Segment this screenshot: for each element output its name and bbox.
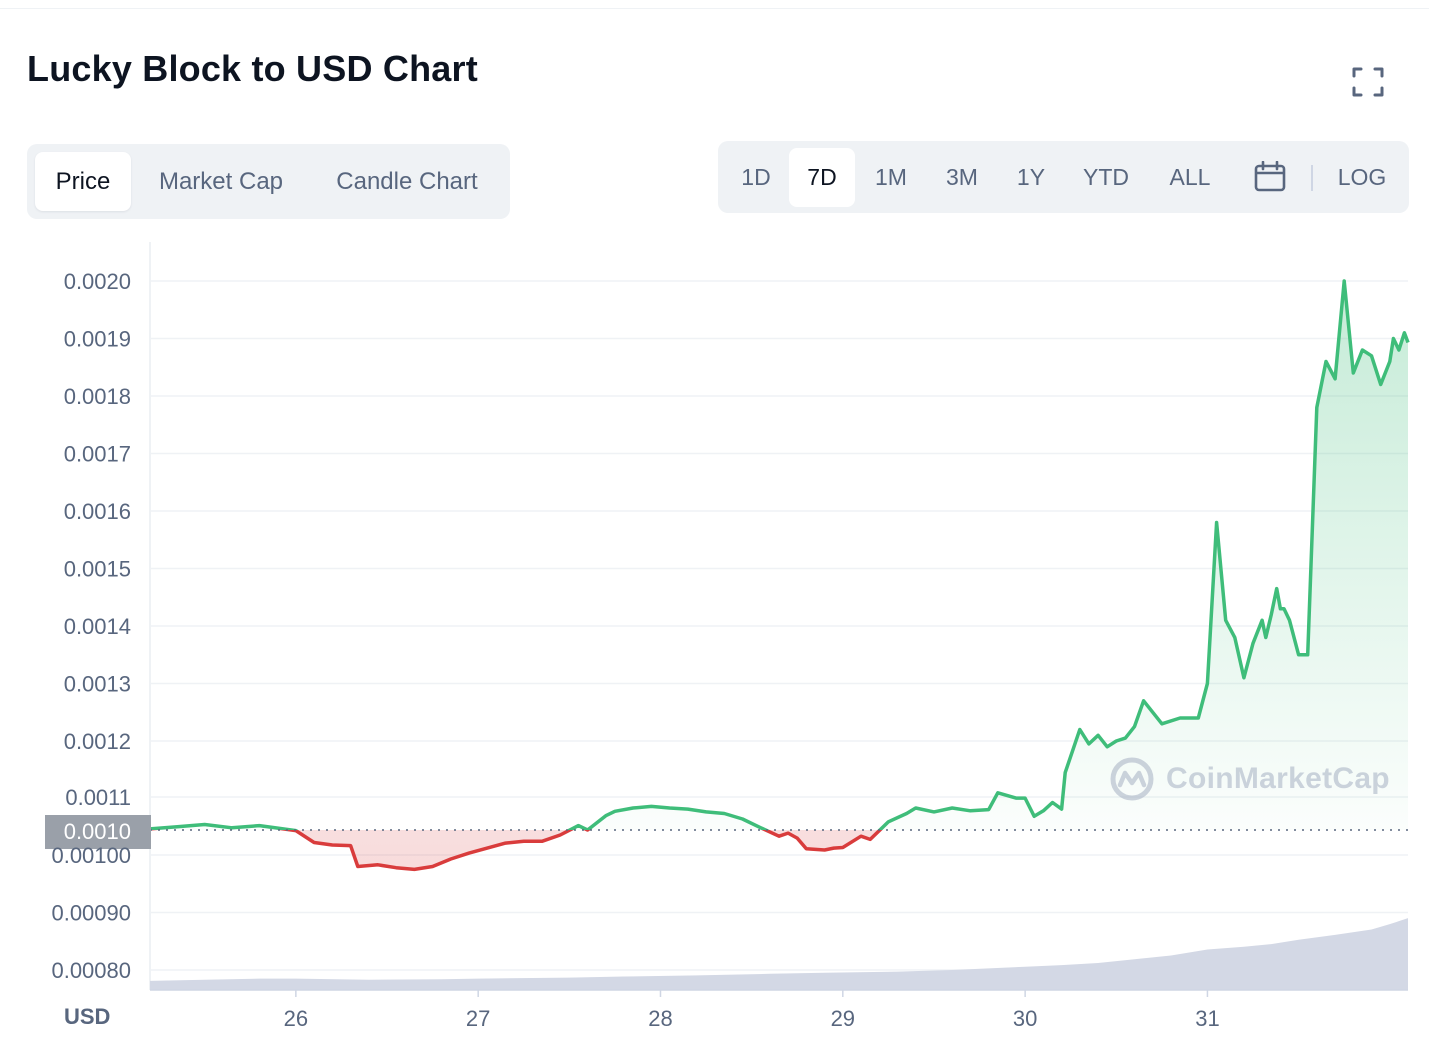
- x-tick-label: 30: [1013, 1006, 1037, 1030]
- tab-market-cap[interactable]: Market Cap: [158, 168, 284, 195]
- tab-candle-chart[interactable]: Candle Chart: [336, 168, 478, 195]
- x-tick-label: 28: [648, 1006, 672, 1030]
- watermark-text: CoinMarketCap: [1166, 762, 1390, 795]
- range-1y[interactable]: 1Y: [1016, 164, 1046, 190]
- toolbar-separator: [1311, 165, 1313, 191]
- log-scale-button[interactable]: LOG: [1337, 164, 1387, 190]
- coinmarketcap-logo: [1110, 757, 1154, 801]
- y-tick-label: 0.0019: [64, 327, 131, 352]
- price-line-down: [150, 830, 883, 872]
- range-1d[interactable]: 1D: [741, 164, 771, 190]
- range-3m[interactable]: 3M: [946, 164, 978, 190]
- y-tick-label: 0.00090: [51, 901, 131, 926]
- y-tick-label: 0.0013: [64, 672, 131, 697]
- price-fill: [150, 281, 1408, 870]
- currency-label: USD: [64, 1004, 111, 1029]
- page-title: Lucky Block to USD Chart: [27, 48, 478, 89]
- x-tick-label: 31: [1195, 1006, 1219, 1030]
- range-1m[interactable]: 1M: [875, 164, 907, 190]
- top-divider: [0, 8, 1429, 9]
- range-7d[interactable]: 7D: [789, 148, 855, 207]
- price-lines: [150, 279, 1410, 872]
- x-axis: 26 27 28 29 30 31: [150, 989, 1408, 1030]
- x-tick-label: 27: [466, 1006, 490, 1030]
- chart-type-tabs: Price Market Cap Candle Chart: [27, 144, 510, 219]
- tab-price[interactable]: Price: [35, 152, 131, 211]
- y-tick-label: 0.0014: [64, 614, 131, 639]
- baseline-label: 0.0010: [64, 819, 131, 844]
- baseline: 0.0010: [45, 815, 1408, 849]
- range-ytd[interactable]: YTD: [1083, 164, 1129, 190]
- y-tick-label: 0.0016: [64, 499, 131, 524]
- range-all[interactable]: ALL: [1169, 164, 1211, 190]
- y-tick-label: 0.0017: [64, 442, 131, 467]
- volume-area: [150, 918, 1408, 990]
- time-range-selector: 1D 7D 1M 3M 1Y YTD ALL LOG: [718, 141, 1409, 213]
- calendar-icon[interactable]: [1254, 160, 1286, 193]
- price-line-up: [150, 279, 1410, 830]
- area-above-baseline: [150, 281, 1408, 830]
- watermark: CoinMarketCap: [1108, 755, 1390, 803]
- x-tick-label: 29: [831, 1006, 855, 1030]
- y-tick-label: 0.0015: [64, 557, 131, 582]
- x-tick-label: 26: [284, 1006, 308, 1030]
- y-tick-label: 0.0011: [65, 785, 131, 810]
- volume-bars: [150, 918, 1408, 990]
- baseline-tag: [45, 815, 151, 849]
- y-tick-label: 0.0012: [64, 729, 131, 754]
- fullscreen-icon[interactable]: [1352, 67, 1384, 97]
- y-tick-label: 0.0018: [64, 384, 131, 409]
- y-tick-label: 0.00100: [51, 843, 131, 868]
- y-tick-label: 0.0020: [64, 269, 131, 294]
- price-chart[interactable]: 0.0010 0.00200.00190.00180.00170.00160.0…: [0, 230, 1429, 1030]
- area-below-baseline: [150, 830, 1408, 870]
- y-tick-label: 0.00080: [51, 958, 131, 983]
- y-axis: 0.0020 0.0019 0.0018 0.0017 0.0016 0.0015 0.00…: [51, 269, 131, 983]
